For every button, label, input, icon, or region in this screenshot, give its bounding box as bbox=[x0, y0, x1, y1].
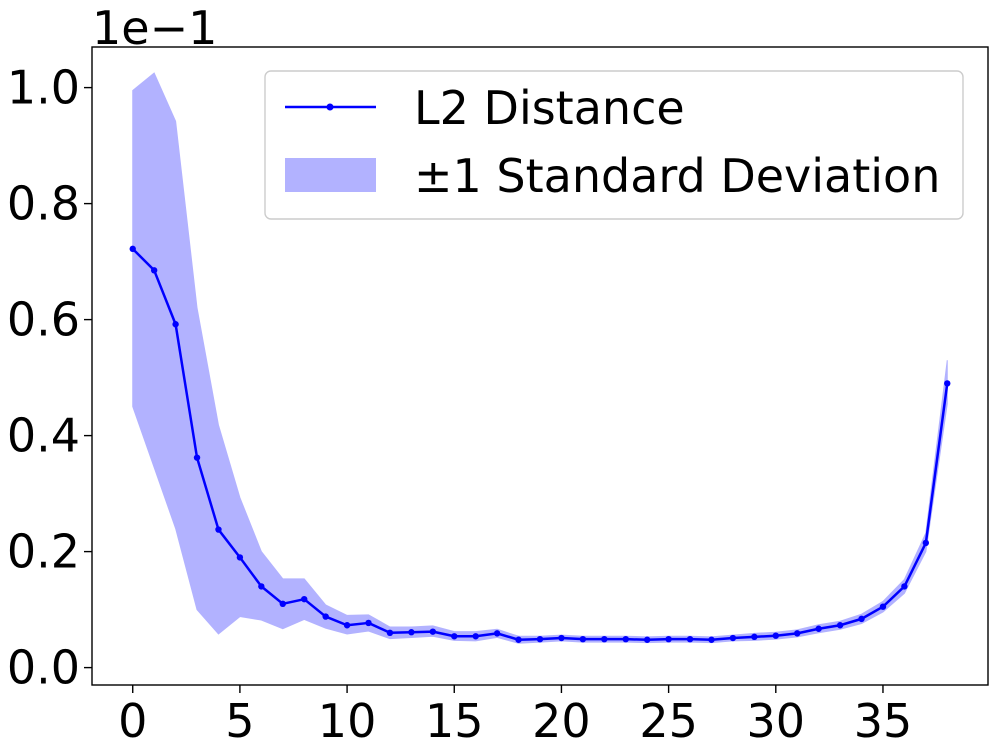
data-point bbox=[129, 245, 136, 253]
data-point bbox=[772, 632, 779, 639]
data-point bbox=[622, 635, 629, 643]
data-point bbox=[386, 629, 394, 636]
data-point bbox=[172, 321, 179, 328]
std-band bbox=[132, 72, 948, 644]
axes-frame bbox=[91, 46, 989, 686]
y-tick-label: 1.0 bbox=[7, 61, 80, 115]
data-point bbox=[815, 625, 822, 632]
y-tick-label: 0.6 bbox=[7, 293, 80, 347]
data-point bbox=[365, 619, 372, 627]
data-point bbox=[236, 554, 244, 561]
legend-frame bbox=[264, 70, 964, 220]
x-tick-label: 30 bbox=[747, 694, 806, 745]
data-point bbox=[322, 613, 329, 620]
data-point bbox=[665, 635, 672, 643]
legend-label-l2-distance: L2 Distance bbox=[414, 81, 685, 135]
data-point bbox=[279, 600, 286, 607]
y-tick-label: 0.2 bbox=[7, 525, 80, 579]
data-point bbox=[601, 635, 608, 643]
data-point bbox=[579, 635, 587, 643]
data-point bbox=[708, 636, 715, 643]
x-tick-label: 25 bbox=[639, 694, 698, 745]
data-point bbox=[215, 526, 222, 533]
data-point bbox=[686, 635, 694, 643]
series-layer bbox=[129, 245, 951, 643]
x-tick-label: 35 bbox=[854, 694, 913, 745]
x-tick-label: 10 bbox=[318, 694, 377, 745]
y-axis: 0.0 0.2 0.4 0.6 0.8 1.0 bbox=[7, 61, 92, 695]
data-point bbox=[150, 267, 158, 274]
data-point bbox=[836, 622, 844, 629]
data-point bbox=[451, 633, 458, 640]
x-axis: 0 5 10 15 20 25 30 35 bbox=[118, 685, 912, 745]
x-tick-label: 15 bbox=[425, 694, 484, 745]
data-point bbox=[944, 380, 951, 387]
plot-area bbox=[91, 46, 989, 686]
data-point bbox=[258, 583, 265, 590]
y-tick-label: 0.8 bbox=[7, 177, 80, 231]
data-point bbox=[922, 539, 930, 547]
legend-label-std-band: ±1 Standard Deviation bbox=[414, 149, 940, 203]
data-point bbox=[493, 630, 501, 637]
data-point bbox=[558, 634, 565, 642]
data-point bbox=[901, 583, 908, 590]
data-point bbox=[751, 633, 758, 641]
legend-band-swatch bbox=[285, 158, 376, 192]
legend: L2 Distance ±1 Standard Deviation bbox=[264, 70, 964, 220]
data-point bbox=[515, 636, 522, 643]
data-point bbox=[729, 634, 737, 642]
data-point bbox=[794, 630, 801, 637]
y-offset-label: 1e−1 bbox=[92, 1, 217, 55]
data-point bbox=[429, 628, 437, 635]
data-point bbox=[343, 622, 351, 629]
x-tick-label: 20 bbox=[532, 694, 591, 745]
legend-marker-swatch bbox=[326, 103, 334, 111]
data-point bbox=[879, 603, 887, 610]
data-point bbox=[408, 629, 415, 636]
data-point bbox=[472, 633, 479, 640]
data-point bbox=[536, 635, 544, 643]
x-tick-label: 0 bbox=[118, 694, 147, 745]
y-tick-label: 0.0 bbox=[7, 641, 80, 695]
y-tick-label: 0.4 bbox=[7, 409, 80, 463]
x-tick-label: 5 bbox=[225, 694, 254, 745]
data-point bbox=[643, 636, 651, 643]
data-point bbox=[858, 615, 865, 623]
data-point bbox=[301, 595, 308, 603]
data-point bbox=[193, 454, 201, 461]
